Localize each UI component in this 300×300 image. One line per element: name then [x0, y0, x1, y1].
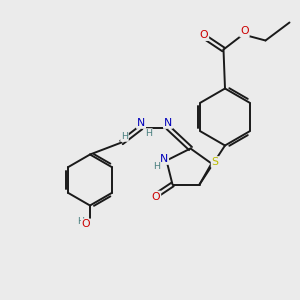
Text: O: O: [82, 219, 90, 230]
Text: H: H: [153, 162, 161, 171]
Text: S: S: [212, 157, 219, 167]
Text: N: N: [164, 118, 172, 128]
Text: N: N: [160, 154, 168, 164]
Text: O: O: [200, 30, 208, 40]
Text: O: O: [240, 26, 249, 37]
Text: N: N: [137, 118, 145, 128]
Text: H: H: [77, 217, 84, 226]
Text: O: O: [152, 191, 160, 202]
Text: H: H: [121, 132, 128, 141]
Text: H: H: [145, 129, 152, 138]
